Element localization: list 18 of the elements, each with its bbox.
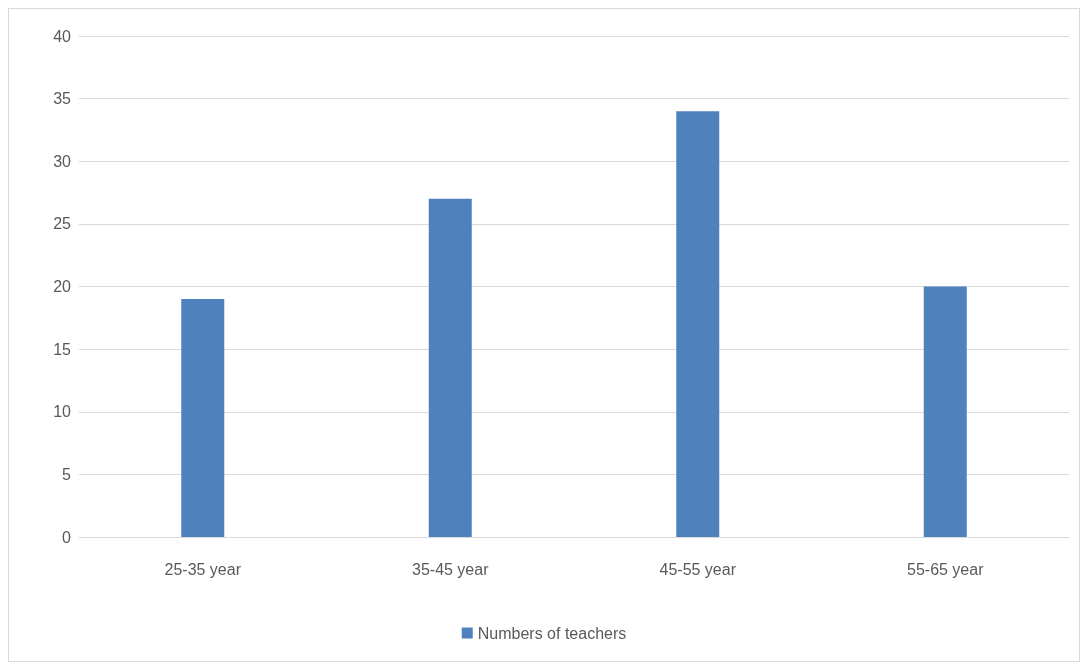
x-tick-label: 45-55 year: [659, 560, 737, 578]
y-tick-label: 15: [53, 340, 72, 358]
y-tick-label: 0: [62, 528, 72, 546]
bar: [181, 299, 225, 537]
y-tick-label: 25: [53, 215, 72, 233]
legend-label: Numbers of teachers: [477, 624, 627, 642]
y-tick-label: 5: [62, 465, 72, 483]
y-tick-label: 20: [53, 278, 72, 295]
x-tick-label: 55-65 year: [907, 560, 985, 578]
y-tick-label: 40: [53, 27, 72, 45]
bar: [923, 286, 967, 537]
bar: [428, 198, 472, 537]
x-tick-label: 35-45 year: [412, 560, 490, 578]
x-tick-label: 25-35 year: [164, 560, 242, 578]
y-tick-label: 10: [53, 403, 72, 421]
bar: [676, 111, 720, 537]
y-tick-label: 35: [53, 90, 72, 108]
y-tick-label: 30: [53, 152, 72, 170]
